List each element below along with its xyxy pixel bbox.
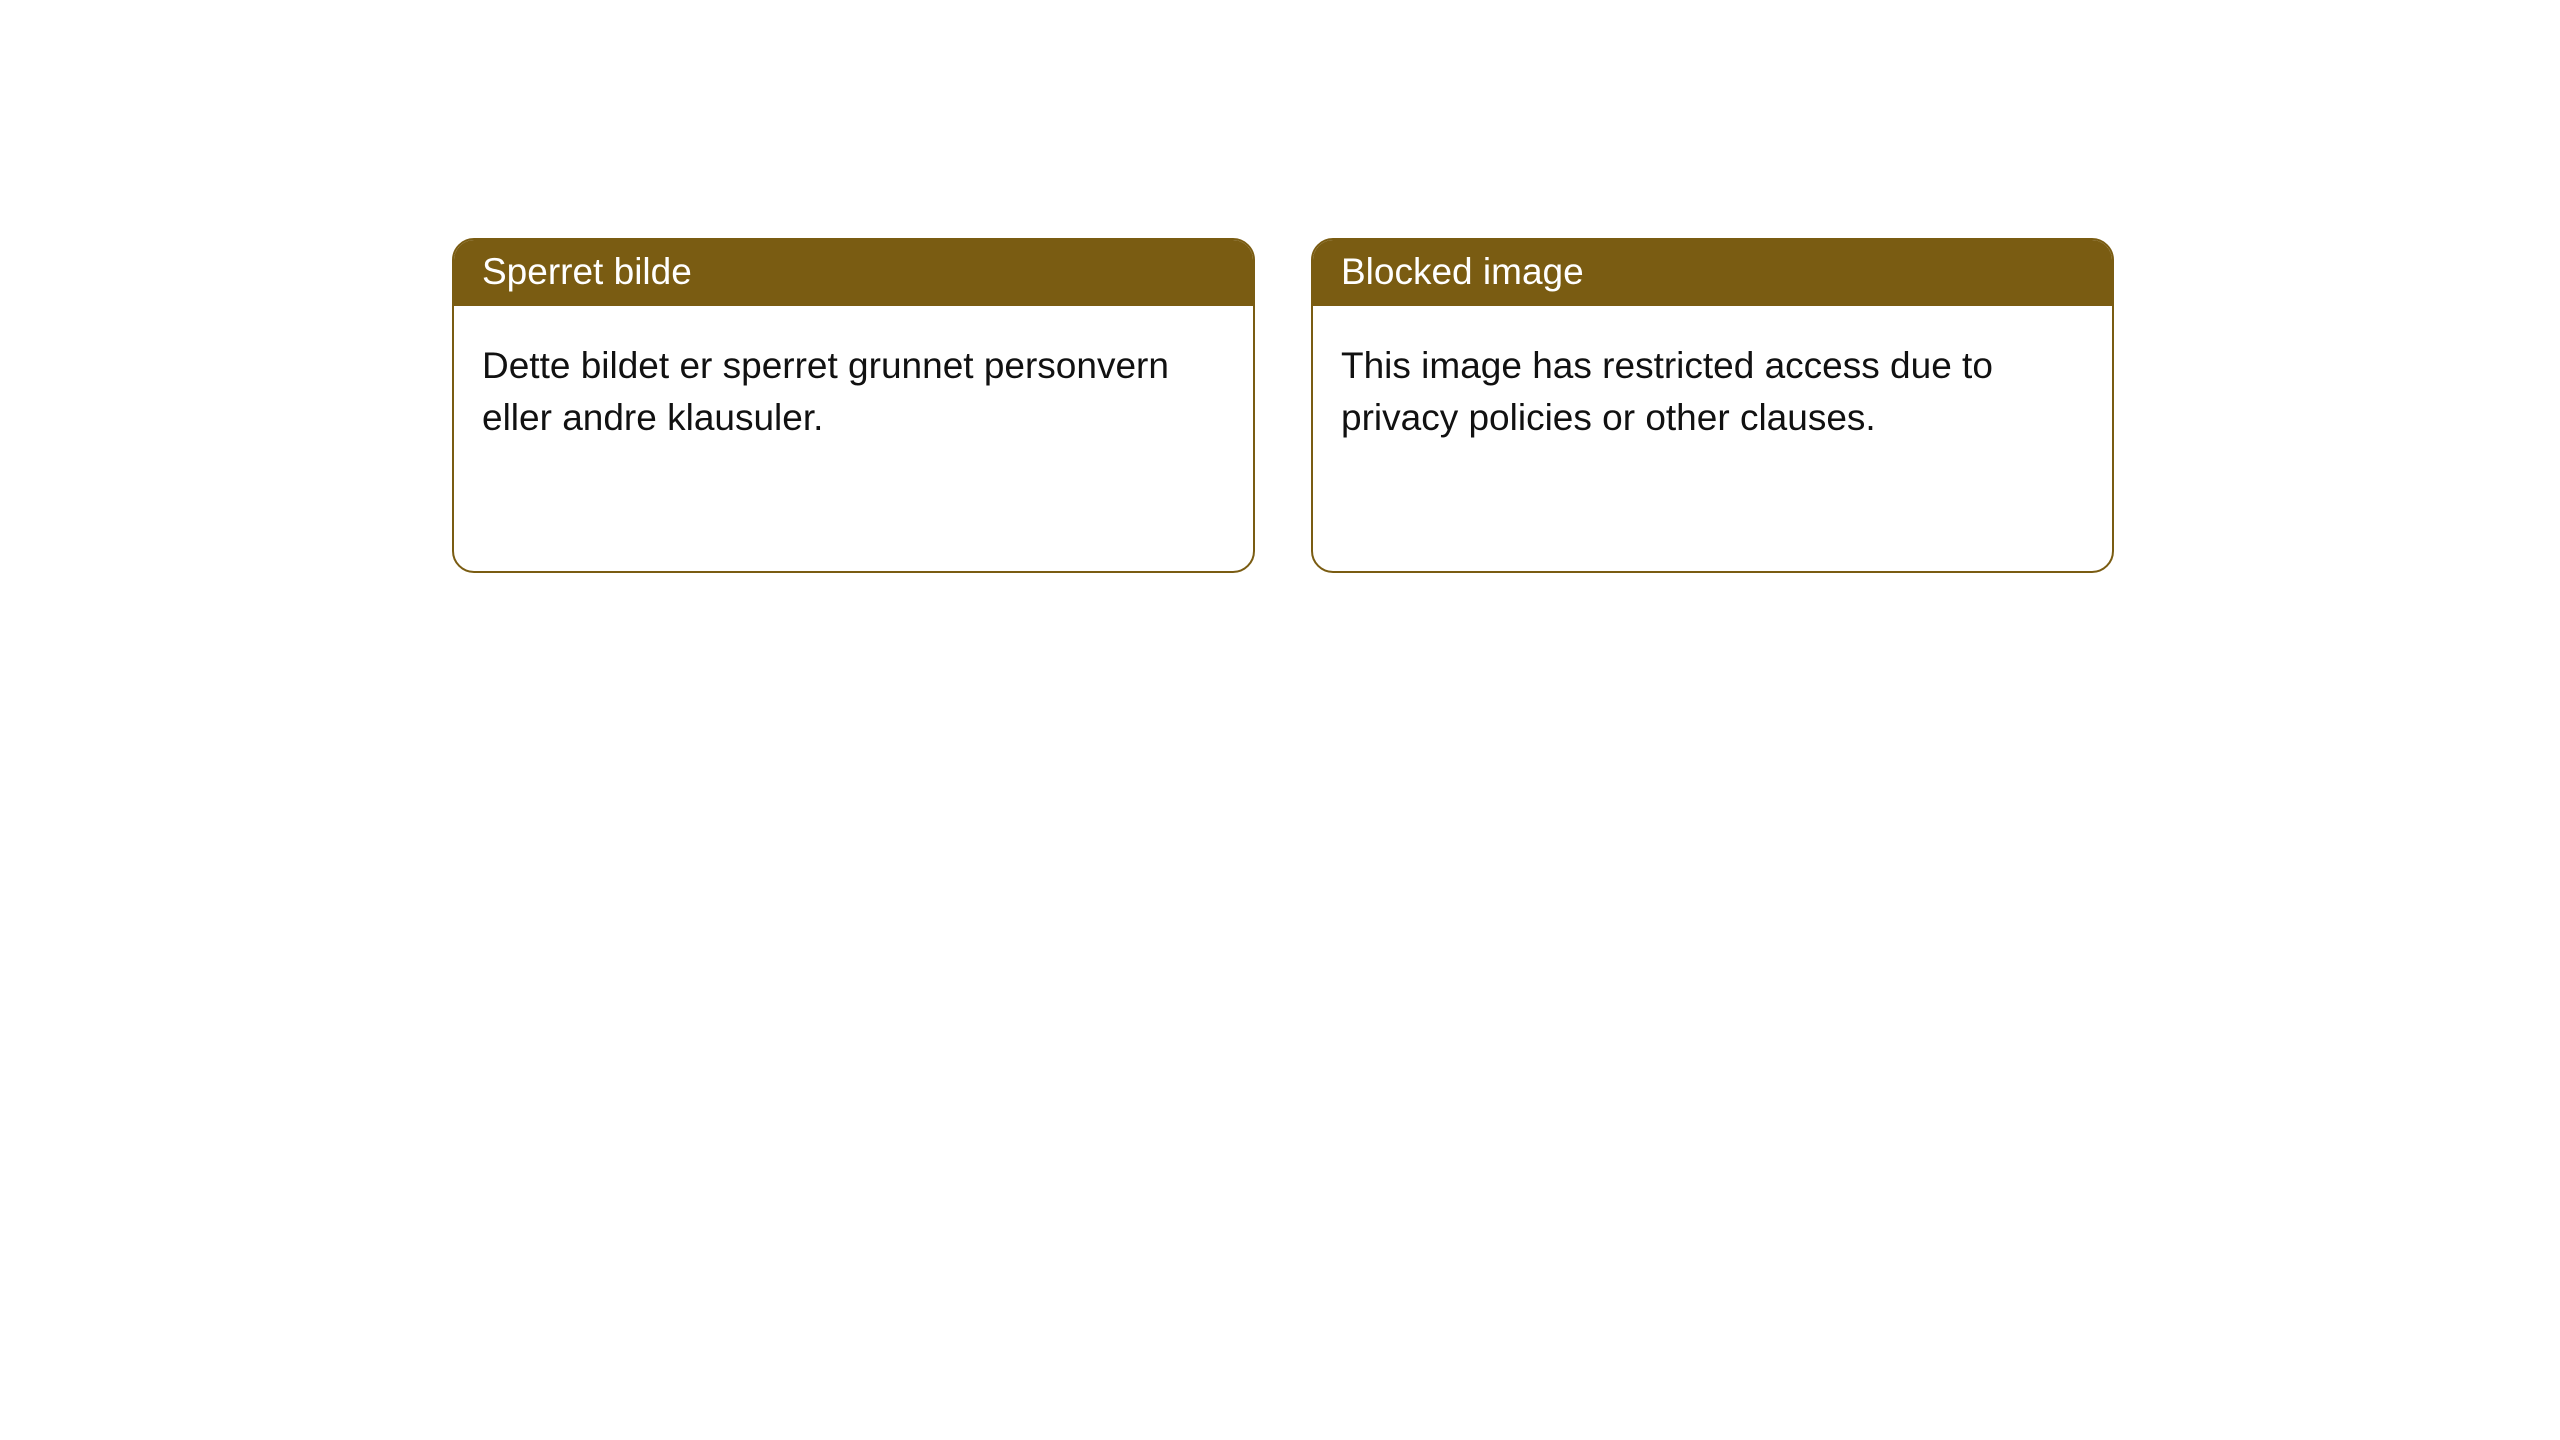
blocked-image-card-no: Sperret bilde Dette bildet er sperret gr… <box>452 238 1255 573</box>
card-header-en: Blocked image <box>1313 240 2112 306</box>
notice-cards-container: Sperret bilde Dette bildet er sperret gr… <box>0 0 2560 573</box>
card-body-en: This image has restricted access due to … <box>1313 306 2112 478</box>
card-body-no: Dette bildet er sperret grunnet personve… <box>454 306 1253 478</box>
card-header-no: Sperret bilde <box>454 240 1253 306</box>
blocked-image-card-en: Blocked image This image has restricted … <box>1311 238 2114 573</box>
